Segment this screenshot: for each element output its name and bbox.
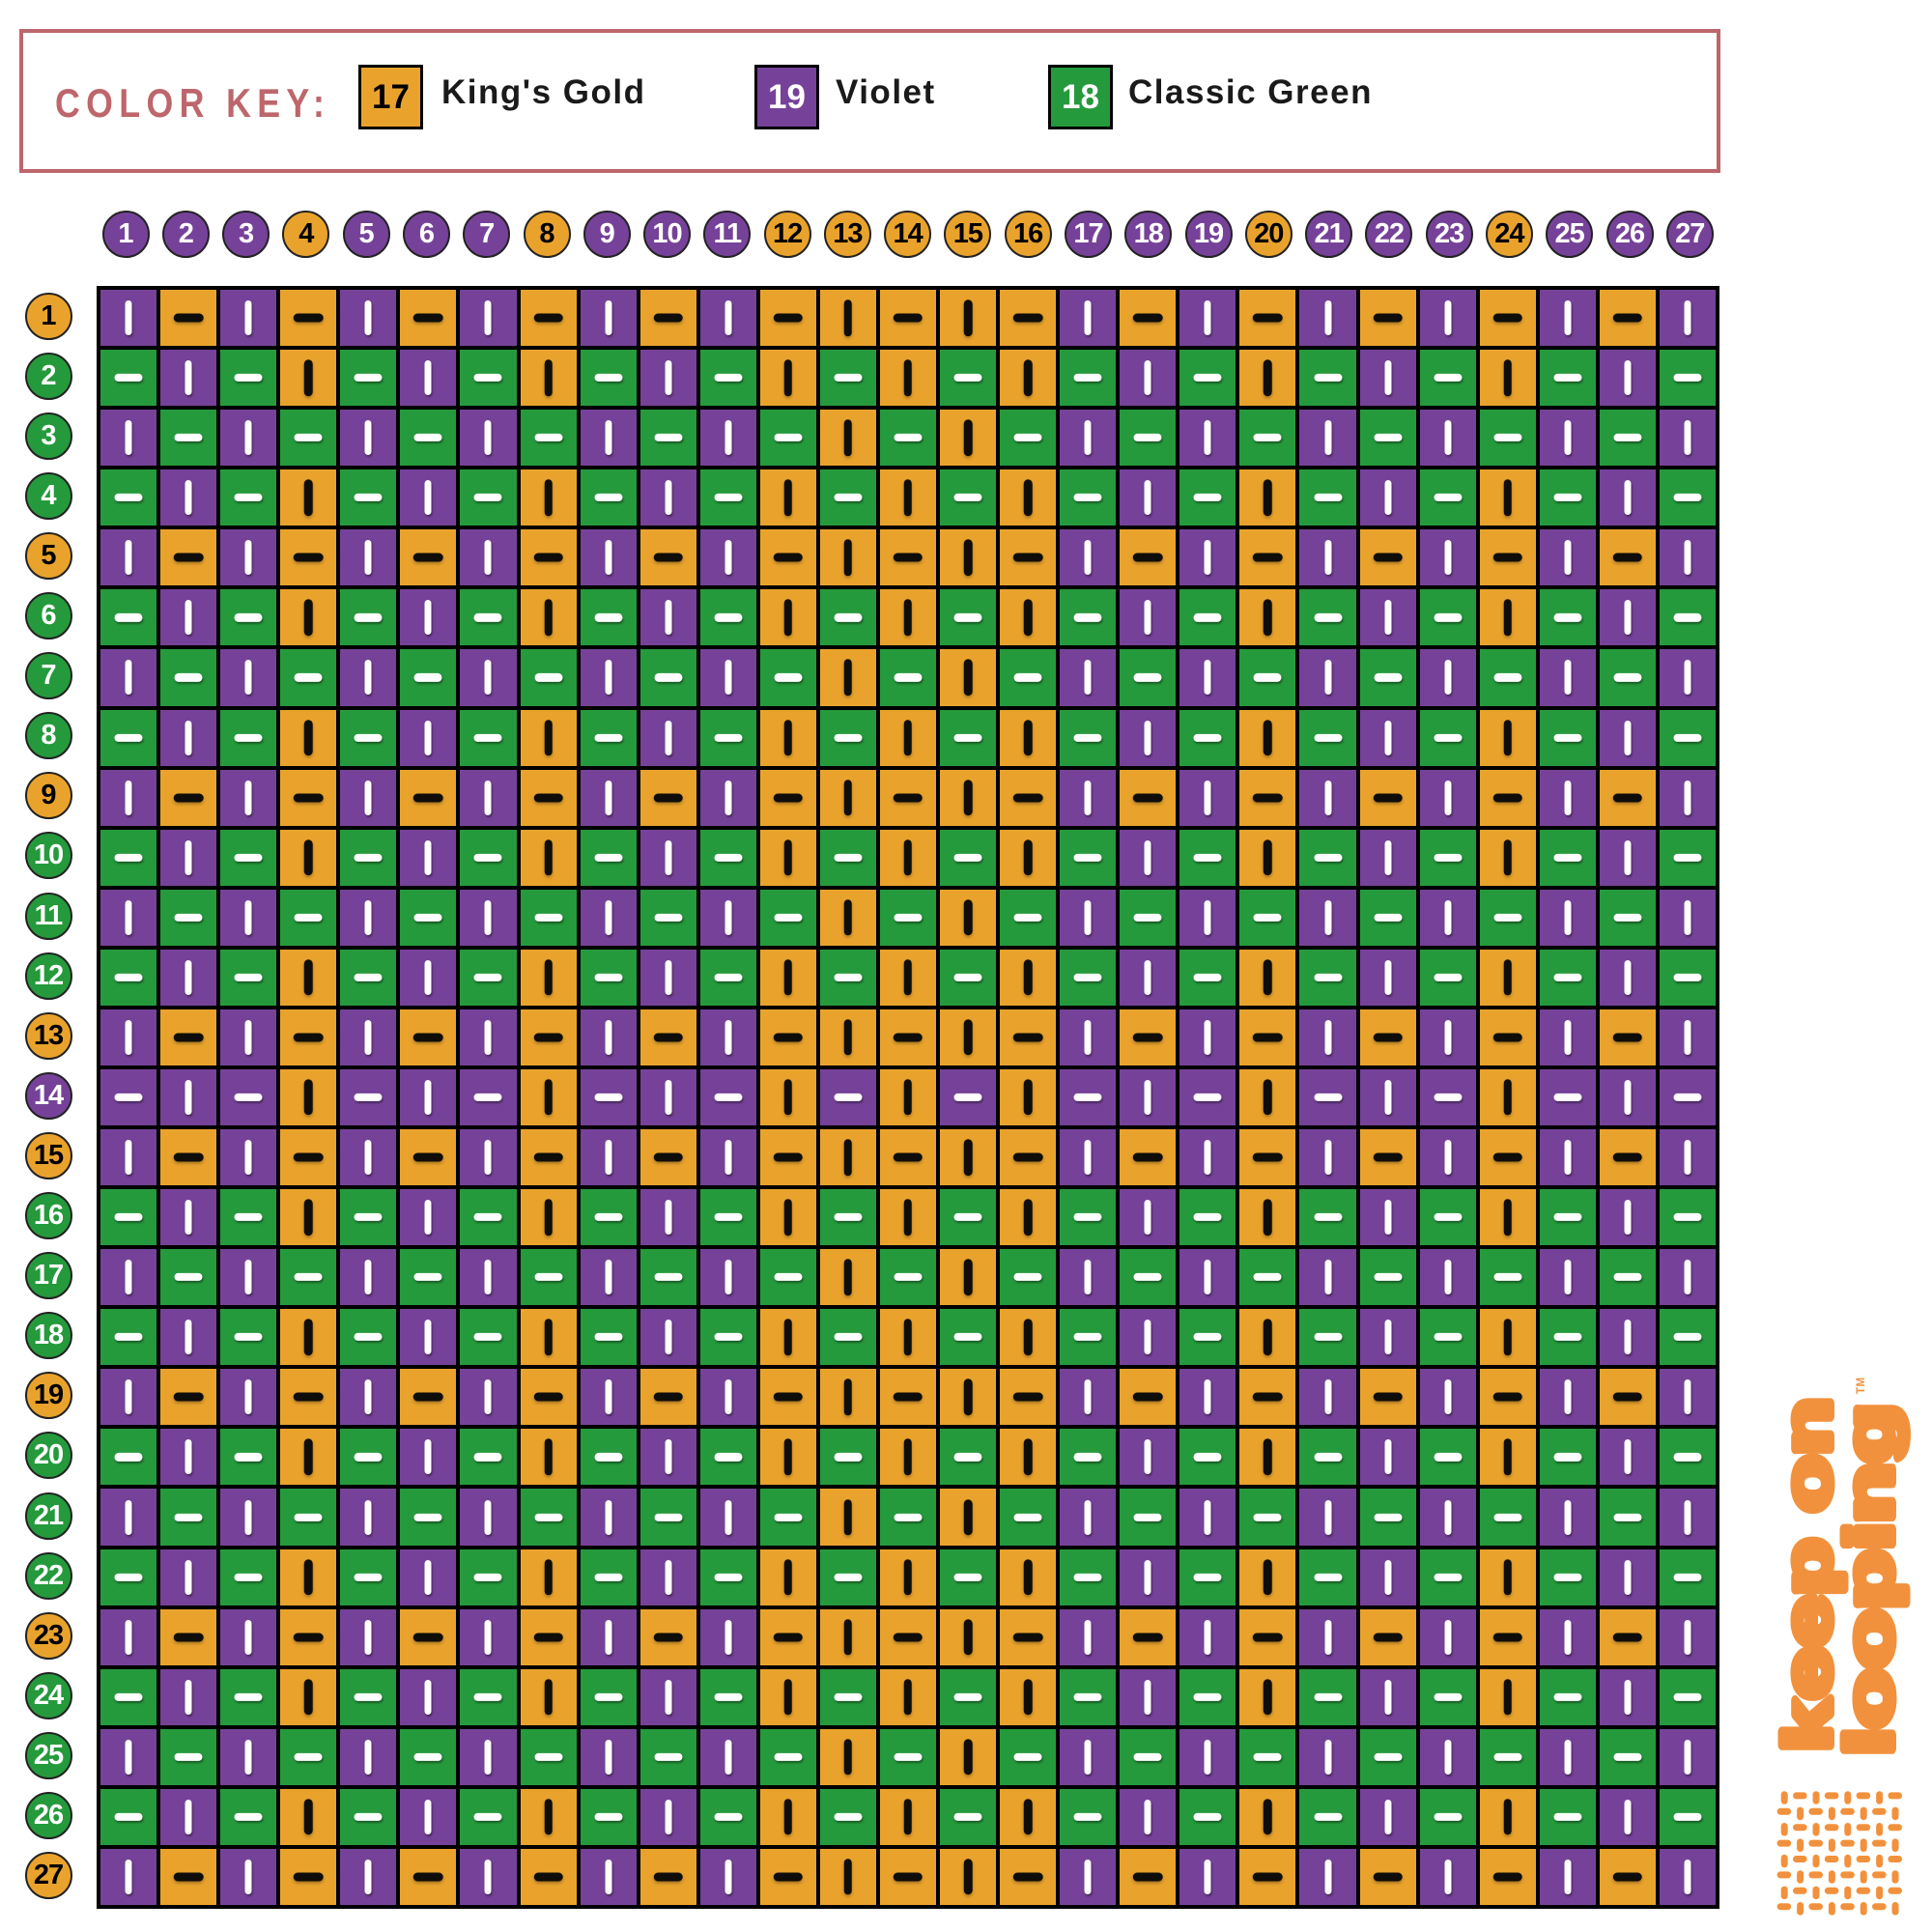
svg-text:keep on: keep on <box>1770 1398 1845 1751</box>
svg-text:TM: TM <box>1856 1377 1867 1394</box>
svg-text:looping: looping <box>1832 1404 1907 1755</box>
